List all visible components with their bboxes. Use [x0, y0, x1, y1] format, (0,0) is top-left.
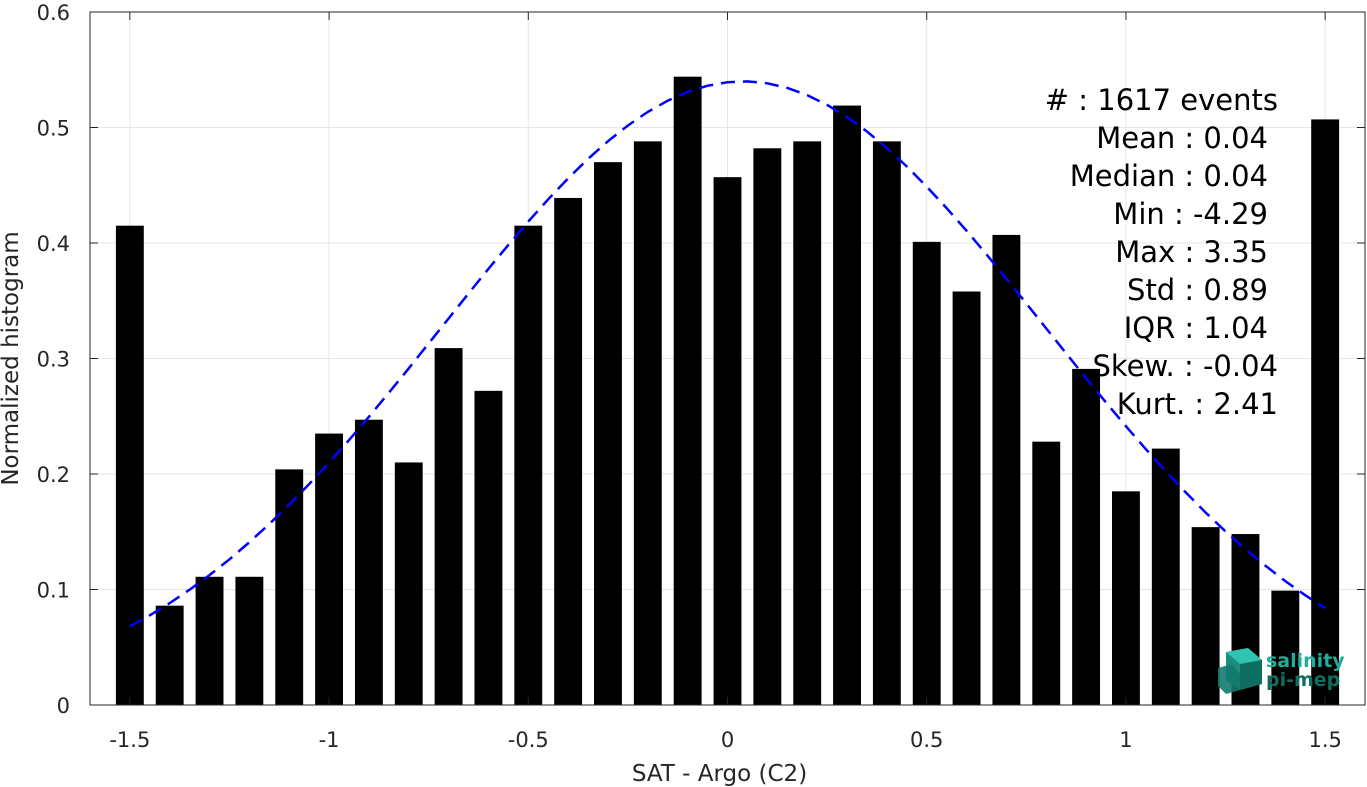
normal-fit-curve — [129, 80, 1326, 628]
histogram-bar — [1111, 491, 1140, 705]
y-tick-label: 0.3 — [37, 348, 70, 372]
histogram-bar — [793, 141, 822, 706]
y-tick-label: 0.4 — [37, 232, 70, 256]
histogram-bar — [554, 197, 583, 705]
stats-line: Std : 0.89 — [1127, 273, 1268, 307]
x-tick-label: 0 — [721, 728, 734, 752]
stats-line: Min : -4.29 — [1113, 197, 1268, 231]
histogram-bar — [1311, 119, 1340, 706]
stats-line: Max : 3.35 — [1115, 235, 1268, 269]
histogram-bar — [354, 419, 383, 705]
salinity-pimep-logo: salinity pi-mep — [1218, 648, 1345, 694]
x-axis-label: SAT - Argo (C2) — [632, 761, 807, 787]
x-tick-label: -0.5 — [508, 728, 549, 752]
y-tick-label: 0.6 — [37, 1, 70, 25]
logo-text-salinity: salinity — [1266, 650, 1345, 672]
y-axis-ticks: 0 0.1 0.2 0.3 0.4 0.5 0.6 — [37, 1, 1365, 718]
histogram-bar — [474, 390, 503, 705]
histogram-bar — [833, 105, 861, 706]
stats-box: # : 1617 events Mean : 0.04 Median : 0.04 M… — [1045, 83, 1278, 421]
histogram-bar — [594, 162, 622, 705]
stats-line: Median : 0.04 — [1070, 159, 1268, 193]
bar-series — [115, 76, 1340, 706]
histogram-bar — [673, 76, 702, 706]
x-tick-label: -1.5 — [109, 728, 150, 752]
x-tick-label: 1 — [1119, 728, 1132, 752]
stats-line: IQR : 1.04 — [1124, 311, 1268, 345]
histogram-bar — [1151, 448, 1180, 705]
x-tick-label: -1 — [319, 728, 340, 752]
stats-line: Kurt. : 2.41 — [1117, 387, 1278, 421]
logo-cube-icon — [1218, 648, 1262, 694]
histogram-bar — [434, 348, 463, 705]
y-tick-label: 0.5 — [37, 117, 70, 141]
histogram-bar — [992, 234, 1021, 706]
y-tick-label: 0.1 — [37, 579, 70, 603]
histogram-bar — [1271, 590, 1300, 705]
histogram-bar — [1072, 368, 1101, 705]
histogram-bar — [713, 177, 742, 706]
histogram-bar — [394, 462, 423, 705]
histogram-bar — [275, 469, 304, 705]
x-axis-ticks: -1.5 -1 -0.5 0 0.5 1 1.5 — [109, 12, 1342, 752]
histogram-bar — [514, 225, 543, 706]
histogram-bar — [155, 605, 184, 705]
histogram-bar — [1191, 527, 1220, 705]
histogram-bar — [1032, 441, 1061, 705]
histogram-bar — [115, 225, 144, 706]
histogram-bar — [912, 241, 941, 705]
histogram-bar — [753, 148, 782, 706]
x-tick-label: 0.5 — [910, 728, 943, 752]
histogram-bar — [872, 141, 901, 706]
stats-line: # : 1617 events — [1045, 83, 1278, 117]
y-tick-label: 0 — [57, 694, 70, 718]
y-tick-label: 0.2 — [37, 463, 70, 487]
stats-line: Mean : 0.04 — [1096, 121, 1268, 155]
histogram-bar — [633, 141, 662, 706]
histogram-bar — [235, 576, 264, 705]
x-tick-label: 1.5 — [1308, 728, 1341, 752]
histogram-bar — [195, 576, 224, 705]
stats-line: Skew. : -0.04 — [1092, 349, 1278, 383]
y-axis-label: Normalized histogram — [0, 231, 24, 485]
histogram-bar — [952, 291, 981, 705]
logo-text-pimep: pi-mep — [1266, 669, 1340, 691]
histogram-bar — [315, 433, 344, 705]
